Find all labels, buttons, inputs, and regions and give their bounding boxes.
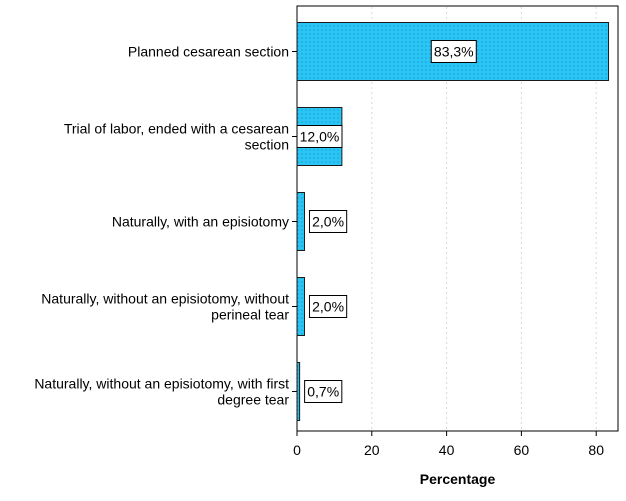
category-label: Naturally, with an episiotomy: [112, 214, 289, 230]
x-axis-title: Percentage: [420, 471, 496, 487]
category-label: Naturally, without an episiotomy, with f…: [34, 376, 289, 408]
bar: [296, 362, 301, 421]
bar: [296, 277, 305, 336]
data-label: 12,0%: [300, 129, 340, 145]
category-label: Trial of labor, ended with a cesarean sec…: [64, 121, 289, 153]
data-label-box: [308, 210, 348, 233]
category-label: Naturally, without an episiotomy, withou…: [41, 291, 289, 323]
data-label-box: [304, 380, 343, 403]
x-axis-ticks: 0 20 40 60 80: [293, 431, 604, 458]
category-labels: Planned cesarean section Trial of labor, …: [34, 44, 297, 408]
x-tick-label: 40: [439, 442, 455, 458]
data-label-box: [430, 40, 477, 63]
data-labels: 83,3% 12,0% 2,0% 2,0% 0,7%: [296, 40, 477, 403]
bar: [296, 192, 305, 251]
data-label: 83,3%: [434, 44, 474, 60]
x-tick-label: 80: [588, 442, 604, 458]
data-label: 2,0%: [312, 299, 344, 315]
x-tick-label: 20: [364, 442, 380, 458]
data-label: 0,7%: [307, 384, 339, 400]
data-label-box: [296, 125, 343, 148]
category-label: Planned cesarean section: [128, 44, 289, 60]
x-tick-label: 60: [514, 442, 530, 458]
x-tick-label: 0: [293, 442, 301, 458]
data-label-box: [308, 295, 348, 318]
data-label: 2,0%: [312, 214, 344, 230]
